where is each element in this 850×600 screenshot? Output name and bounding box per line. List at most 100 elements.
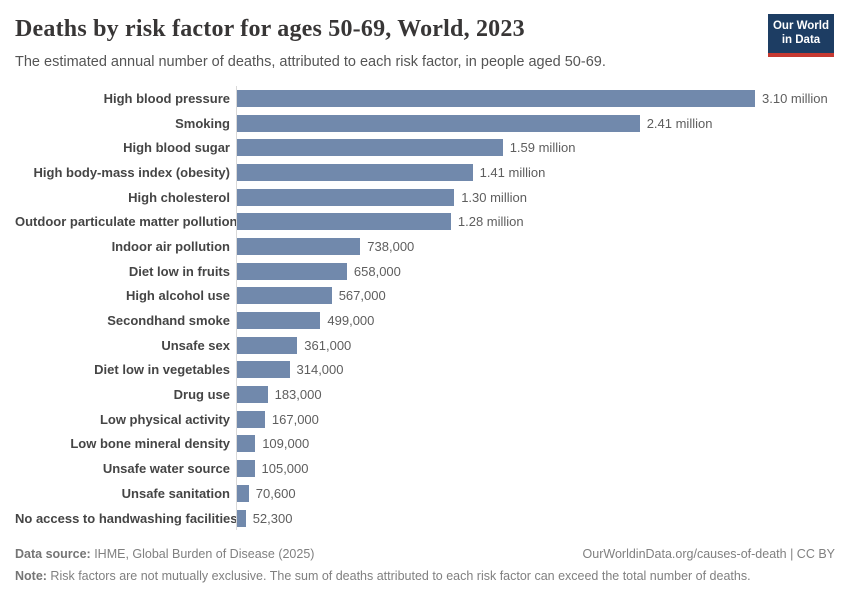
bar-zone: 183,000 bbox=[236, 382, 835, 407]
category-label: Low bone mineral density bbox=[70, 436, 230, 452]
bar-zone: 167,000 bbox=[236, 406, 835, 432]
bar[interactable] bbox=[237, 361, 290, 379]
bar-zone: 499,000 bbox=[236, 308, 835, 333]
value-label: 183,000 bbox=[274, 387, 322, 403]
value-label: 70,600 bbox=[255, 485, 296, 501]
category-label: Low physical activity bbox=[99, 411, 230, 427]
bar[interactable] bbox=[237, 213, 451, 231]
bar-zone: 105,000 bbox=[236, 456, 835, 481]
bar[interactable] bbox=[237, 312, 321, 330]
category-label: Outdoor particulate matter pollution bbox=[15, 214, 238, 230]
category-label: Indoor air pollution bbox=[111, 238, 230, 254]
category-label: Smoking bbox=[175, 115, 230, 131]
bar-row: Diet low in vegetables 314,000 bbox=[15, 357, 835, 383]
bar-row: High cholesterol 1.30 million bbox=[15, 184, 835, 210]
category-label: Diet low in fruits bbox=[128, 263, 230, 279]
bar-zone: 1.41 million bbox=[236, 160, 835, 185]
bar[interactable] bbox=[237, 484, 249, 502]
bar[interactable] bbox=[237, 89, 755, 107]
bar-row: Secondhand smoke 499,000 bbox=[15, 308, 835, 333]
bar-row: Diet low in fruits 658,000 bbox=[15, 258, 835, 284]
value-label: 52,300 bbox=[252, 510, 293, 526]
category-label: Unsafe sex bbox=[161, 337, 230, 353]
value-label: 3.10 million bbox=[762, 90, 828, 106]
category-label: Secondhand smoke bbox=[107, 313, 230, 329]
category-label: Unsafe sanitation bbox=[121, 485, 230, 501]
data-source: Data source: IHME, Global Burden of Dise… bbox=[15, 547, 314, 561]
data-source-text: IHME, Global Burden of Disease (2025) bbox=[90, 547, 315, 561]
bar[interactable] bbox=[237, 163, 473, 181]
bar[interactable] bbox=[237, 410, 265, 428]
bar-zone: 658,000 bbox=[236, 258, 835, 284]
bar[interactable] bbox=[237, 262, 347, 280]
category-label: Diet low in vegetables bbox=[94, 362, 230, 378]
bar-row: High body-mass index (obesity) 1.41 mill… bbox=[15, 160, 835, 185]
bar-row: High blood sugar 1.59 million bbox=[15, 135, 835, 161]
category-label: High body-mass index (obesity) bbox=[33, 164, 230, 180]
value-label: 738,000 bbox=[367, 238, 415, 254]
bar[interactable] bbox=[237, 287, 332, 305]
bar[interactable] bbox=[237, 336, 298, 354]
bar-zone: 314,000 bbox=[236, 357, 835, 383]
owid-logo-line2: in Data bbox=[781, 33, 821, 46]
bar-row: Low bone mineral density 109,000 bbox=[15, 431, 835, 457]
bar-rows: High blood pressure 3.10 million Smoking… bbox=[15, 86, 835, 531]
chart-footer: Data source: IHME, Global Burden of Dise… bbox=[15, 547, 835, 583]
category-label: High blood sugar bbox=[123, 140, 230, 156]
bar-zone: 1.59 million bbox=[236, 135, 835, 161]
category-label: High alcohol use bbox=[125, 288, 230, 304]
bar-zone: 2.41 million bbox=[236, 110, 835, 136]
source-link[interactable]: OurWorldinData.org/causes-of-death bbox=[582, 547, 787, 561]
bar-row: Smoking 2.41 million bbox=[15, 110, 835, 136]
bar-zone: 567,000 bbox=[236, 283, 835, 309]
value-label: 658,000 bbox=[353, 263, 401, 279]
owid-logo: Our World in Data bbox=[768, 14, 834, 57]
bar-row: High blood pressure 3.10 million bbox=[15, 86, 835, 111]
bar[interactable] bbox=[237, 188, 455, 206]
value-label: 1.41 million bbox=[479, 164, 546, 180]
attribution: OurWorldinData.org/causes-of-death | CC … bbox=[583, 547, 835, 561]
bar[interactable] bbox=[237, 460, 255, 478]
bar-zone: 738,000 bbox=[236, 234, 835, 259]
bar-zone: 3.10 million bbox=[236, 86, 835, 111]
bar-zone: 1.28 million bbox=[236, 209, 835, 235]
value-label: 1.30 million bbox=[461, 189, 527, 205]
license-text: | CC BY bbox=[786, 547, 835, 561]
bar[interactable] bbox=[237, 139, 503, 157]
note-text: Risk factors are not mutually exclusive.… bbox=[46, 569, 751, 583]
bar-row: Unsafe sanitation 70,600 bbox=[15, 481, 835, 506]
category-label: Unsafe water source bbox=[102, 461, 230, 477]
bar-zone: 52,300 bbox=[236, 505, 835, 531]
value-label: 2.41 million bbox=[646, 115, 713, 131]
value-label: 567,000 bbox=[338, 288, 386, 304]
data-source-label: Data source: bbox=[15, 547, 91, 561]
bar-zone: 1.30 million bbox=[236, 184, 835, 210]
bar[interactable] bbox=[237, 237, 361, 255]
value-label: 109,000 bbox=[262, 436, 310, 452]
value-label: 361,000 bbox=[304, 337, 352, 353]
bar[interactable] bbox=[237, 386, 268, 404]
value-label: 105,000 bbox=[261, 461, 309, 477]
value-label: 499,000 bbox=[327, 313, 375, 329]
category-label: High cholesterol bbox=[128, 189, 230, 205]
value-label: 167,000 bbox=[271, 411, 319, 427]
footer-note-line: Note: Risk factors are not mutually excl… bbox=[15, 569, 835, 583]
bar-row: Indoor air pollution 738,000 bbox=[15, 234, 835, 259]
bar[interactable] bbox=[237, 114, 640, 132]
bar[interactable] bbox=[237, 435, 256, 453]
category-label: Drug use bbox=[173, 387, 230, 403]
page-subtitle: The estimated annual number of deaths, a… bbox=[15, 54, 606, 70]
bar-row: Unsafe sex 361,000 bbox=[15, 332, 835, 358]
bar-row: Unsafe water source 105,000 bbox=[15, 456, 835, 481]
page-title: Deaths by risk factor for ages 50-69, Wo… bbox=[15, 16, 525, 42]
bar-chart: High blood pressure 3.10 million Smoking… bbox=[15, 86, 835, 532]
bar-row: High alcohol use 567,000 bbox=[15, 283, 835, 309]
category-label: No access to handwashing facilities bbox=[15, 510, 238, 526]
bar[interactable] bbox=[237, 509, 246, 527]
category-label: High blood pressure bbox=[103, 90, 230, 106]
bar-zone: 70,600 bbox=[236, 481, 835, 506]
bar-row: Drug use 183,000 bbox=[15, 382, 835, 407]
footer-source-line: Data source: IHME, Global Burden of Dise… bbox=[15, 547, 835, 561]
owid-logo-line1: Our World bbox=[772, 20, 829, 32]
